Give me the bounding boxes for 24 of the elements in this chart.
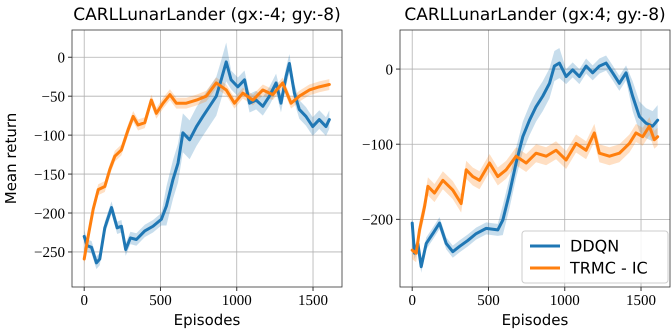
x-tick-label: 0 <box>80 293 88 309</box>
legend-label: DDQN <box>570 236 620 256</box>
legend-label: TRMC - IC <box>569 258 648 278</box>
chart-title: CARLLunarLander (gx:4; gy:-8) <box>404 5 666 25</box>
y-tick-label: −200 <box>34 206 65 222</box>
y-tick-label: −100 <box>362 137 393 154</box>
y-tick-label: −200 <box>362 212 393 229</box>
y-axis-title: Mean return <box>2 112 20 204</box>
y-tick-label: −50 <box>42 89 65 106</box>
x-tick-label: 1500 <box>626 293 656 309</box>
x-tick-label: 500 <box>477 293 500 309</box>
x-tick-label: 1000 <box>222 293 252 309</box>
y-tick-label: −100 <box>34 128 65 144</box>
x-tick-label: 0 <box>408 293 416 309</box>
y-tick-label: 0 <box>386 62 393 78</box>
x-axis-title: Episodes <box>174 311 241 329</box>
y-tick-label: −250 <box>34 245 65 262</box>
chart-title: CARLLunarLander (gx:-4; gy:-8) <box>73 5 341 25</box>
x-tick-label: 1000 <box>550 293 580 309</box>
y-tick-label: −150 <box>34 167 65 184</box>
x-axis-title: Episodes <box>502 311 569 329</box>
x-tick-label: 1500 <box>298 293 328 309</box>
y-tick-label: 0 <box>58 50 65 67</box>
x-tick-label: 500 <box>149 293 172 309</box>
